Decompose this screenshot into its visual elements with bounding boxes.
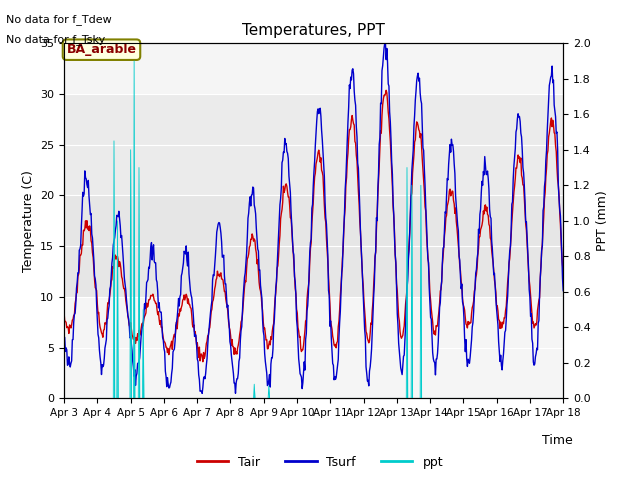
Title: Temperatures, PPT: Temperatures, PPT	[242, 23, 385, 38]
Legend: Tair, Tsurf, ppt: Tair, Tsurf, ppt	[192, 451, 448, 474]
Text: BA_arable: BA_arable	[67, 43, 136, 56]
Bar	[64, 195, 563, 297]
Bar	[64, 94, 563, 195]
Y-axis label: Temperature (C): Temperature (C)	[22, 170, 35, 272]
X-axis label: Time: Time	[543, 434, 573, 447]
Y-axis label: PPT (mm): PPT (mm)	[596, 191, 609, 251]
Text: No data for f_Tdew: No data for f_Tdew	[6, 14, 112, 25]
Text: No data for f_Tsky: No data for f_Tsky	[6, 34, 106, 45]
